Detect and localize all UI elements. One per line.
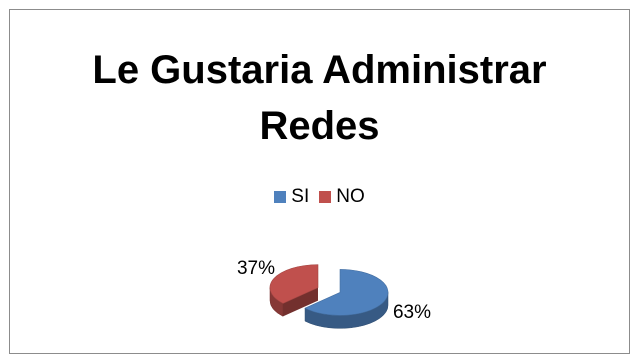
- chart-title-line-1: Le Gustaria Administrar: [92, 48, 547, 92]
- pie-slice-no: [269, 264, 319, 304]
- pie-chart: 63% 37%: [237, 258, 431, 329]
- legend-label-si: SI: [291, 186, 310, 207]
- legend-label-no: NO: [336, 186, 365, 207]
- legend-swatch-no: [319, 191, 332, 203]
- legend-item-no: NO: [319, 186, 365, 208]
- legend-item-si: SI: [274, 186, 309, 208]
- pie-slice-si: [304, 269, 389, 316]
- chart-title-line-2: Redes: [259, 104, 380, 148]
- chart-legend: SI NO: [10, 186, 629, 208]
- pie-slice-no-face: [282, 287, 318, 317]
- data-label-no: 37%: [237, 258, 275, 279]
- data-label-si: 63%: [393, 302, 431, 323]
- legend-swatch-si: [274, 191, 287, 203]
- chart-title: Le Gustaria Administrar Redes: [10, 42, 629, 154]
- chart-frame: Le Gustaria Administrar Redes SI NO 63% 3…: [9, 9, 630, 354]
